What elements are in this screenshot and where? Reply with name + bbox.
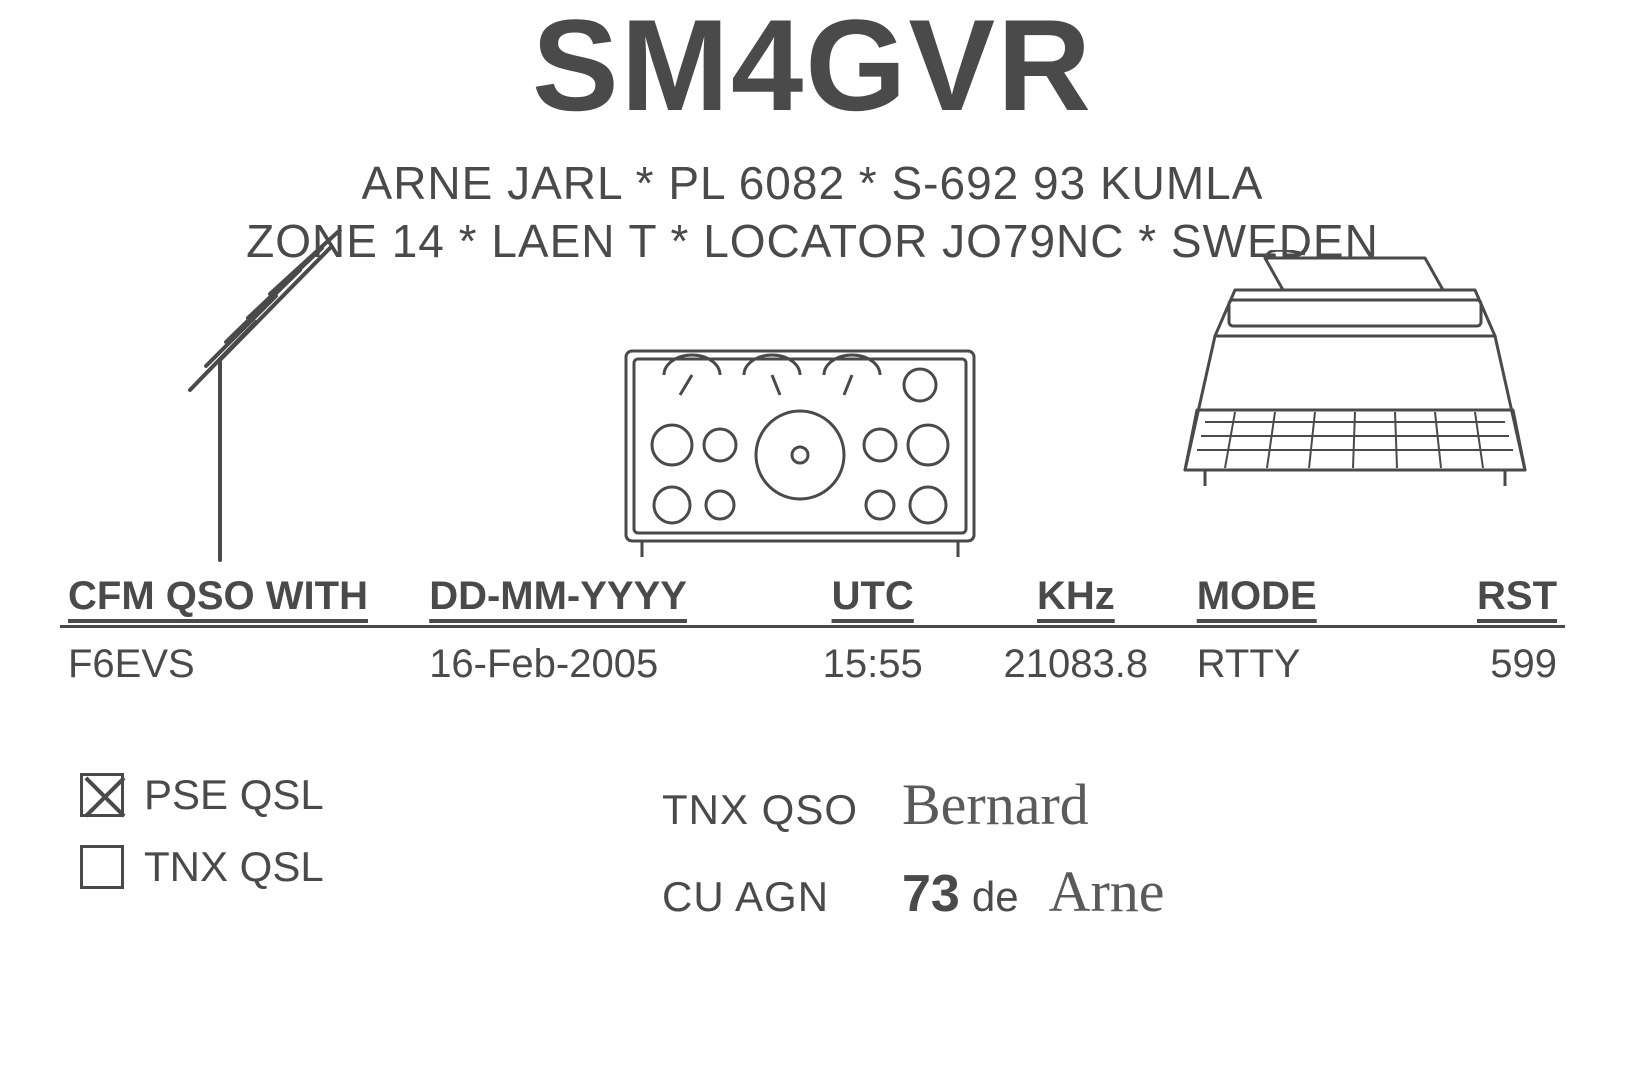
- footer: PSE QSL TNX QSL TNX QSO Bernard CU AGN 7…: [60, 771, 1565, 945]
- address-line-1: ARNE JARL * PL 6082 * S-692 93 KUMLA: [60, 155, 1565, 213]
- cu-agn-row: CU AGN 73 de Arne: [662, 858, 1565, 925]
- yagi-antenna-icon: [90, 230, 350, 570]
- seventy-three: 73: [902, 864, 960, 924]
- tnx-qso-row: TNX QSO Bernard: [662, 771, 1565, 838]
- pse-qsl-checkbox[interactable]: [80, 773, 124, 817]
- footer-left: PSE QSL TNX QSL: [60, 771, 662, 945]
- cell-mode: RTTY: [1189, 627, 1400, 692]
- qso-table: CFM QSO WITH DD-MM-YYYY UTC KHz MODE RST…: [60, 570, 1565, 691]
- name-signature: Bernard: [902, 771, 1089, 838]
- callsign: SM4GVR: [60, 0, 1565, 130]
- cell-khz: 21083.8: [963, 627, 1189, 692]
- table-row: F6EVS 16-Feb-2005 15:55 21083.8 RTTY 599: [60, 627, 1565, 692]
- cell-utc: 15:55: [782, 627, 963, 692]
- tnx-qsl-label: TNX QSL: [144, 843, 324, 891]
- pse-qsl-row: PSE QSL: [80, 771, 662, 819]
- cell-cfm: F6EVS: [60, 627, 421, 692]
- qso-table-wrap: CFM QSO WITH DD-MM-YYYY UTC KHz MODE RST…: [60, 570, 1565, 691]
- de-label: de: [972, 873, 1019, 921]
- footer-right: TNX QSO Bernard CU AGN 73 de Arne: [662, 771, 1565, 945]
- illustration-row: [60, 280, 1565, 580]
- radio-transceiver-icon: [620, 345, 980, 565]
- teletype-machine-icon: [1175, 250, 1535, 550]
- tnx-qsl-row: TNX QSL: [80, 843, 662, 891]
- cell-rst: 599: [1399, 627, 1565, 692]
- tnx-qsl-checkbox[interactable]: [80, 845, 124, 889]
- tnx-qso-label: TNX QSO: [662, 786, 902, 834]
- cu-agn-label: CU AGN: [662, 873, 902, 921]
- pse-qsl-label: PSE QSL: [144, 771, 324, 819]
- operator-signature: Arne: [1049, 858, 1165, 925]
- qsl-card: SM4GVR ARNE JARL * PL 6082 * S-692 93 KU…: [0, 0, 1625, 1065]
- cell-date: 16-Feb-2005: [421, 627, 782, 692]
